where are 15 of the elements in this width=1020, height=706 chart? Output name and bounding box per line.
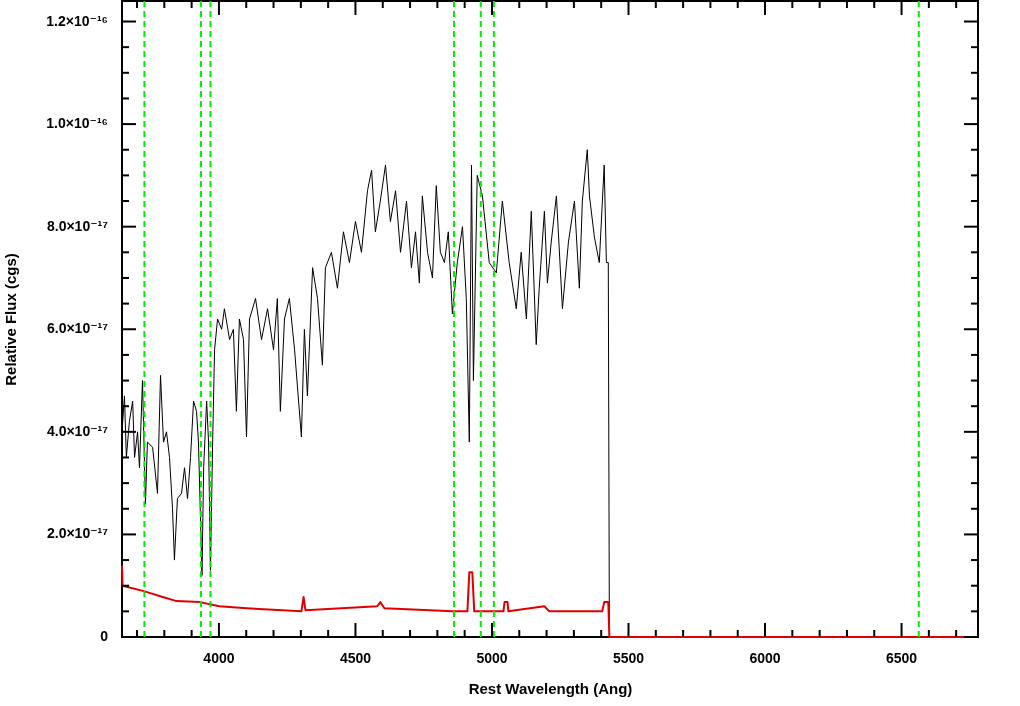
x-axis-title: Rest Wavelength (Ang) <box>468 679 633 697</box>
y-tick-label: 1.0×10⁻¹⁶ <box>46 115 108 132</box>
y-axis-title: Relative Flux (cgs) <box>1 253 19 386</box>
y-tick-label: 0 <box>100 628 109 644</box>
x-tick-label: 5500 <box>612 650 645 666</box>
y-tick-label: 1.2×10⁻¹⁶ <box>46 12 108 29</box>
x-tick-label: 6000 <box>749 650 781 666</box>
x-tick-label: 6500 <box>885 650 918 666</box>
x-tick-label: 5000 <box>476 650 508 666</box>
y-tick-label: 6.0×10⁻¹⁷ <box>46 320 109 337</box>
y-tick-label: 4.0×10⁻¹⁷ <box>46 422 109 439</box>
y-tick-label: 2.0×10⁻¹⁷ <box>46 525 109 542</box>
x-tick-label: 4500 <box>339 650 372 666</box>
y-tick-label: 8.0×10⁻¹⁷ <box>46 217 109 234</box>
x-tick-label: 4000 <box>203 650 235 666</box>
